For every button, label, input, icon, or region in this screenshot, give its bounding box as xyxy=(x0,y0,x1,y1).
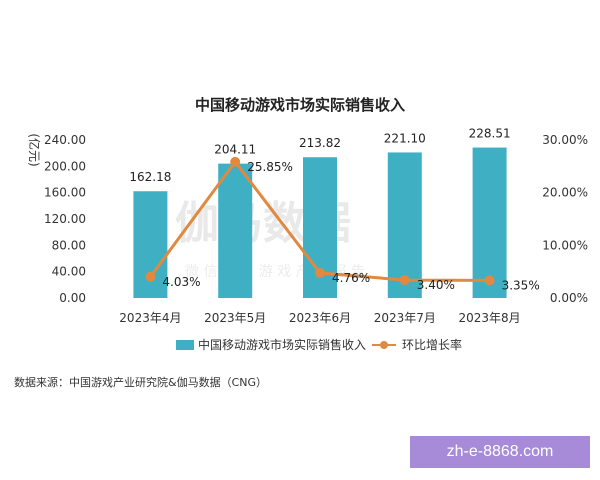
y-left-tick-label: 200.00 xyxy=(44,159,86,173)
bar-value-label: 213.82 xyxy=(299,136,341,150)
bar-value-label: 221.10 xyxy=(384,131,426,145)
line-point xyxy=(399,275,410,286)
bar xyxy=(218,163,253,298)
bar xyxy=(472,147,507,298)
line-value-label: 4.03% xyxy=(162,275,200,289)
bar-value-label: 162.18 xyxy=(129,170,171,184)
legend-swatch-bar xyxy=(176,340,194,350)
y-left-tick-label: 120.00 xyxy=(44,212,86,226)
y-left-tick-label: 160.00 xyxy=(44,186,86,200)
y-left-tick-label: 40.00 xyxy=(52,265,86,279)
legend-swatch-marker xyxy=(380,341,388,349)
y-right-tick-label: 20.00% xyxy=(542,186,588,200)
y-right-tick-label: 0.00% xyxy=(550,291,588,305)
line-point xyxy=(315,267,325,278)
x-category-label: 2023年5月 xyxy=(204,311,266,325)
corner-watermark: zh-e-8868.com xyxy=(410,436,590,468)
line-point xyxy=(230,156,241,167)
line-point xyxy=(145,271,156,282)
y-left-tick-label: 240.00 xyxy=(44,133,86,147)
y-left-tick-label: 80.00 xyxy=(52,238,86,252)
x-category-label: 2023年6月 xyxy=(289,311,351,325)
bar-value-label: 204.11 xyxy=(214,143,256,157)
legend-label-bar: 中国移动游戏市场实际销售收入 xyxy=(198,337,366,352)
y-right-tick-label: 10.00% xyxy=(542,238,588,252)
source-note: 数据来源：中国游戏产业研究院&伽马数据（CNG） xyxy=(14,376,268,389)
x-category-label: 2023年8月 xyxy=(459,311,521,325)
line-point xyxy=(484,275,495,286)
y-right-tick-label: 30.00% xyxy=(542,133,588,147)
chart-title: 中国移动游戏市场实际销售收入 xyxy=(195,96,405,114)
line-value-label: 25.85% xyxy=(247,160,293,174)
bar xyxy=(387,152,422,298)
x-category-label: 2023年7月 xyxy=(374,311,436,325)
y-left-tick-label: 0.00 xyxy=(59,291,86,305)
x-category-label: 2023年4月 xyxy=(119,311,181,325)
line-value-label: 3.35% xyxy=(502,278,540,292)
line-value-label: 3.40% xyxy=(417,278,455,292)
y-axis-label: (亿元) xyxy=(27,133,42,166)
line-value-label: 4.76% xyxy=(332,271,370,285)
bar-value-label: 228.51 xyxy=(469,127,511,141)
legend-label-line: 环比增长率 xyxy=(402,337,462,352)
